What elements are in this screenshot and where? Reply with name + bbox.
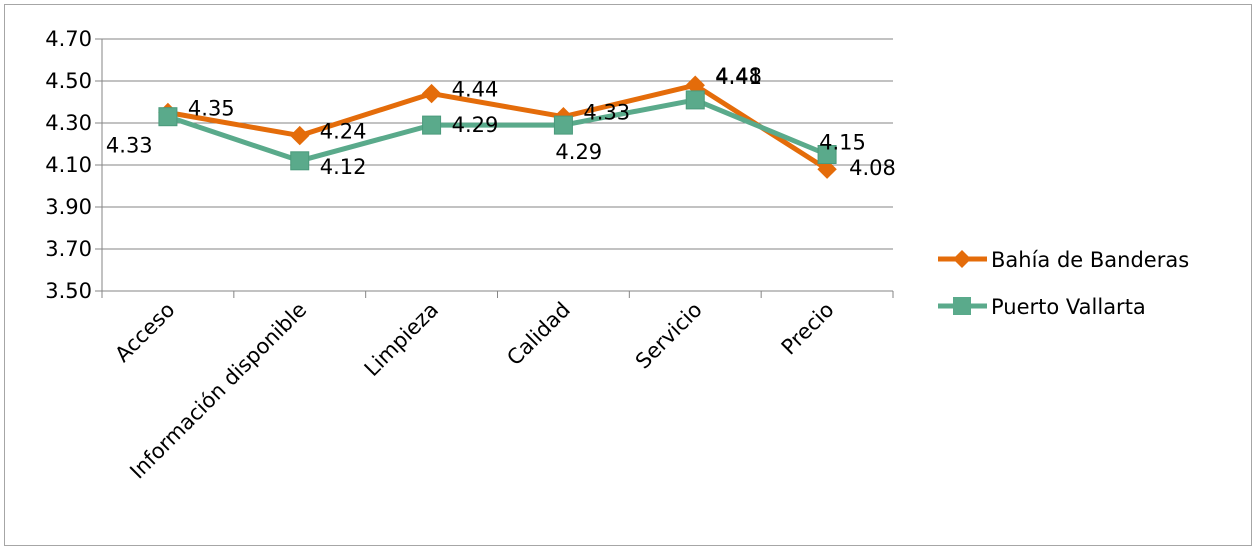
series-line-1 — [167, 82, 829, 172]
x-tick-label: Calidad — [502, 298, 575, 371]
data-label: 4.35 — [188, 97, 235, 121]
series-point-diamond — [421, 83, 442, 104]
data-labels: 4.35 4.24 4.44 4.33 4.48 4.08 4.33 4.12 4.29 4.29… — [106, 64, 896, 180]
x-tick-label: Servicio — [631, 298, 707, 374]
data-label: 4.15 — [819, 131, 866, 155]
series-point-diamond — [817, 159, 837, 179]
y-tick-label: 4.50 — [45, 69, 92, 93]
series-point-square — [158, 107, 178, 127]
series-point-square — [685, 90, 705, 110]
data-label: 4.48 — [715, 64, 762, 88]
series-line-2 — [167, 97, 829, 164]
legend-marker-diamond — [953, 250, 971, 268]
data-label: 4.29 — [555, 140, 602, 164]
legend: Bahía de Banderas Puerto Vallarta — [938, 248, 1189, 319]
series-layer — [158, 75, 837, 179]
series-point-square — [553, 115, 573, 135]
chart-frame — [4, 4, 1252, 546]
data-label: 4.08 — [849, 156, 896, 180]
y-tick-label: 3.70 — [45, 237, 92, 261]
y-tick-label: 4.10 — [45, 153, 92, 177]
data-label: 4.44 — [452, 78, 499, 102]
data-label: 4.33 — [106, 134, 153, 158]
data-label: 4.33 — [583, 101, 630, 125]
series-point-square — [290, 151, 310, 171]
x-tick-label: Acceso — [110, 298, 179, 367]
data-label: 4.24 — [320, 120, 367, 144]
legend-label: Bahía de Banderas — [991, 248, 1189, 272]
x-tick-label: Limpieza — [360, 298, 443, 381]
y-tick-label: 3.50 — [45, 279, 92, 303]
x-tick-label: Precio — [777, 298, 839, 360]
data-label: 4.29 — [452, 113, 499, 137]
series-point-square — [817, 145, 837, 164]
y-tick-label: 3.90 — [45, 195, 92, 219]
series-point-diamond — [290, 125, 310, 146]
data-label: 4.41 — [715, 65, 762, 89]
y-tick-label: 4.30 — [45, 111, 92, 135]
legend-marker-square — [953, 297, 971, 315]
series-point-square — [422, 115, 442, 135]
data-label: 4.12 — [320, 155, 367, 179]
legend-label: Puerto Vallarta — [991, 295, 1146, 319]
y-tick-label: 4.70 — [45, 27, 92, 51]
